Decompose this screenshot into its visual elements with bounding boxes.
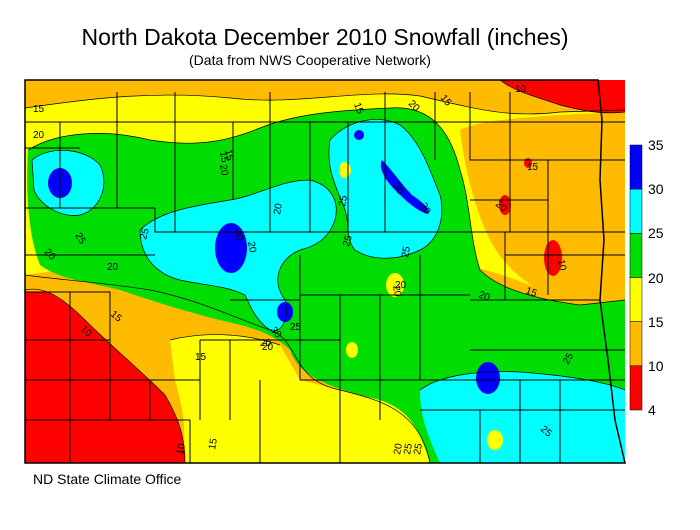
legend <box>629 144 643 411</box>
legend-swatch <box>629 188 643 234</box>
contour-label: 20 <box>33 130 45 141</box>
contour-label: 25 <box>138 227 152 241</box>
contour-label: 25 <box>412 442 425 455</box>
legend-label: 15 <box>648 313 664 330</box>
fill-30-35-central <box>215 223 247 273</box>
contour-label: 25 <box>337 194 350 207</box>
fill-30-35-se <box>476 362 500 394</box>
legend-label: 10 <box>648 357 664 374</box>
legend-label: 20 <box>648 269 664 286</box>
fill-15-20-south <box>170 334 430 463</box>
legend-swatch <box>629 144 643 190</box>
snowfall-contours <box>25 80 625 463</box>
contour-label: 20 <box>272 202 285 215</box>
contour-lines <box>25 80 625 463</box>
contour-label: 15 <box>351 101 365 116</box>
contour-label: 25 <box>341 234 355 248</box>
contour-label: 20 <box>477 289 492 303</box>
state-outline <box>24 79 626 464</box>
credit-text: ND State Climate Office <box>33 471 182 487</box>
contour-label: 20 <box>262 342 274 353</box>
legend-swatch <box>629 321 643 367</box>
contour-label: 10 <box>555 259 568 272</box>
legend-label: 4 <box>648 402 656 418</box>
contour-label: 20 <box>217 164 230 177</box>
contour-label: 20 <box>395 280 407 291</box>
fill-25-30-southeast <box>420 371 625 463</box>
fill-30-35-north <box>354 130 364 140</box>
legend-swatch <box>629 233 643 278</box>
contour-label: 20 <box>245 241 258 254</box>
contour-label: 20 <box>260 338 272 349</box>
legend-label: 35 <box>648 137 664 153</box>
fill-30-35-south <box>277 302 293 322</box>
fill-4-10-northeast <box>500 80 625 113</box>
contour-label: 25 <box>400 245 413 258</box>
contour-label: 20 <box>107 262 119 273</box>
contour-label: 30 <box>390 181 405 197</box>
contour-label: 15 <box>33 104 45 115</box>
contour-label: 15 <box>195 352 207 363</box>
contour-label: 25 <box>72 231 87 247</box>
map-title: North Dakota December 2010 Snowfall (inc… <box>81 24 569 50</box>
contour-label: 10 <box>175 442 188 455</box>
county-lines <box>25 92 625 463</box>
contour-label: 25 <box>561 351 576 367</box>
contour-label: 15 <box>217 151 230 164</box>
map-subtitle: (Data from NWS Cooperative Network) <box>189 52 431 68</box>
contour-label: 15 <box>222 149 235 162</box>
contour-label: 20 <box>392 442 405 455</box>
contour-label: 25 <box>402 442 415 455</box>
legend-swatch <box>629 277 643 322</box>
legend-label: 25 <box>648 225 664 242</box>
contour-label: 15 <box>207 437 220 450</box>
contour-label: 15 <box>527 162 539 173</box>
legend-swatch <box>629 365 643 411</box>
contour-label: 20 <box>390 285 403 298</box>
legend-label: 30 <box>648 181 664 198</box>
contour-label: 25 <box>290 322 302 333</box>
fill-10-15-east <box>460 112 625 297</box>
fill-30-35-ridge <box>380 160 429 214</box>
contour-label: 10 <box>515 84 527 95</box>
contour-label: 30 <box>232 229 245 242</box>
contour-label: 30 <box>417 201 432 217</box>
contour-label: 15 <box>524 285 539 299</box>
